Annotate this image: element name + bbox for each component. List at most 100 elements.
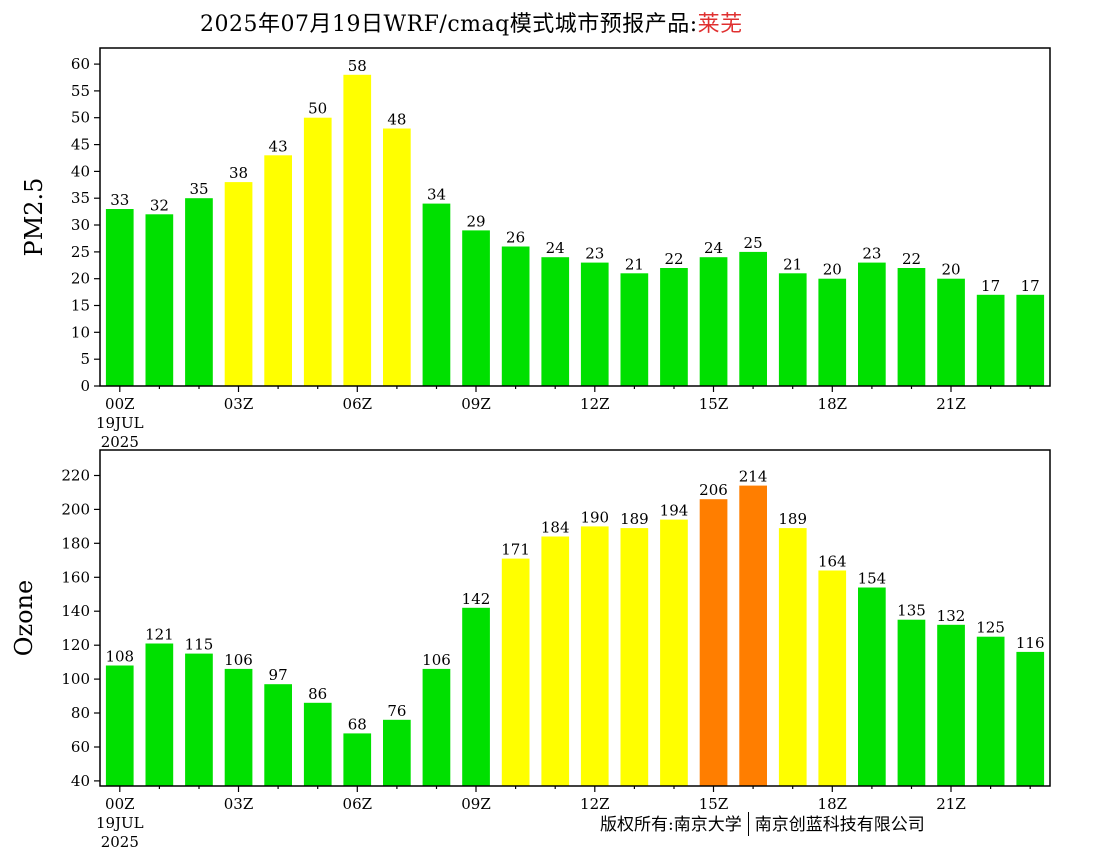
y-tick-label: 10 [71,323,90,341]
plot-frame [99,449,1051,787]
bar [858,262,886,386]
bar [1016,651,1045,786]
data-label: 26 [506,229,525,247]
data-label: 23 [585,245,604,263]
bar [422,668,451,786]
y-tick-label: 45 [71,136,90,154]
data-label: 106 [422,651,451,669]
data-label: 43 [269,137,288,155]
data-label: 25 [744,234,763,252]
bar [976,294,1005,386]
data-label: 106 [224,651,253,669]
data-label: 189 [620,510,649,528]
data-label: 97 [269,666,288,684]
data-label: 21 [625,255,644,273]
bar [699,499,728,786]
y-tick-label: 60 [71,55,90,73]
x-tick-label: 15Z [699,795,729,813]
bar [897,619,926,786]
bar [422,203,451,386]
chart-1: 108 121 115 106 97 86 68 76 106 142 171 184 190 189 19… [10,449,1051,850]
y-tick-label: 25 [71,243,90,261]
x-tick-label: 21Z [936,795,966,813]
bar [185,198,213,386]
bar [937,624,965,786]
data-label: 121 [145,626,174,644]
copyright: 版权所有:南京大学 南京创蓝科技有限公司 [600,810,925,836]
x-tick-label: 19JUL [96,414,144,432]
y-tick-label: 30 [71,216,90,234]
bar [858,587,886,786]
y-tick-label: 15 [71,297,90,315]
bar [1016,294,1045,386]
data-label: 17 [981,277,1000,295]
data-label: 115 [185,636,214,654]
data-label: 58 [348,57,367,75]
data-label: 142 [462,590,491,608]
bar [462,230,490,386]
bar [620,273,649,386]
bar [383,719,411,786]
data-label: 24 [704,239,723,257]
data-label: 34 [427,186,446,204]
bar [778,273,807,386]
data-label: 194 [660,502,689,520]
bar [580,526,609,786]
bar [383,128,411,386]
data-label: 23 [862,245,881,263]
y-tick-label: 5 [80,350,90,368]
y-axis-label: Ozone [10,580,38,656]
y-tick-label: 0 [80,377,90,395]
x-tick-label: 09Z [461,795,491,813]
y-tick-label: 180 [61,534,90,552]
title-main: 2025年07月19日WRF/cmaq模式城市预报产品: [200,12,698,37]
x-tick-label: 12Z [580,395,610,413]
data-label: 108 [105,648,134,666]
y-tick-label: 20 [71,270,90,288]
y-tick-label: 40 [71,162,90,180]
bar [818,278,847,386]
bar [501,246,530,386]
x-tick-label: 21Z [936,395,966,413]
bar [145,214,174,386]
x-tick-label: 2025 [101,833,139,850]
bar [462,607,490,786]
plot-frame [99,47,1051,387]
y-tick-label: 140 [61,602,90,620]
bar [937,278,965,386]
data-label: 206 [699,481,728,499]
data-label: 48 [387,111,406,129]
y-tick-label: 220 [61,467,90,485]
data-label: 17 [1021,277,1040,295]
bar [145,643,174,786]
y-tick-label: 40 [71,772,90,790]
data-label: 189 [778,510,807,528]
bar [580,262,609,386]
bar [224,182,253,386]
bar [303,117,332,386]
y-tick-label: 80 [71,704,90,722]
data-label: 214 [739,468,768,486]
bar [343,74,372,387]
bar [224,668,253,786]
data-label: 22 [664,250,683,268]
bar [778,528,807,786]
x-tick-label: 15Z [699,395,729,413]
y-tick-label: 50 [71,109,90,127]
data-label: 76 [387,702,406,720]
bar [501,558,530,786]
bar [699,257,728,386]
data-label: 29 [466,212,485,230]
bar [620,528,649,786]
y-tick-label: 55 [71,82,90,100]
x-tick-label: 2025 [101,433,139,451]
data-label: 171 [501,541,530,559]
data-label: 35 [189,180,208,198]
data-label: 32 [150,196,169,214]
data-label: 20 [823,261,842,279]
bar [185,653,213,786]
x-tick-label: 18Z [818,795,848,813]
data-label: 190 [580,508,609,526]
